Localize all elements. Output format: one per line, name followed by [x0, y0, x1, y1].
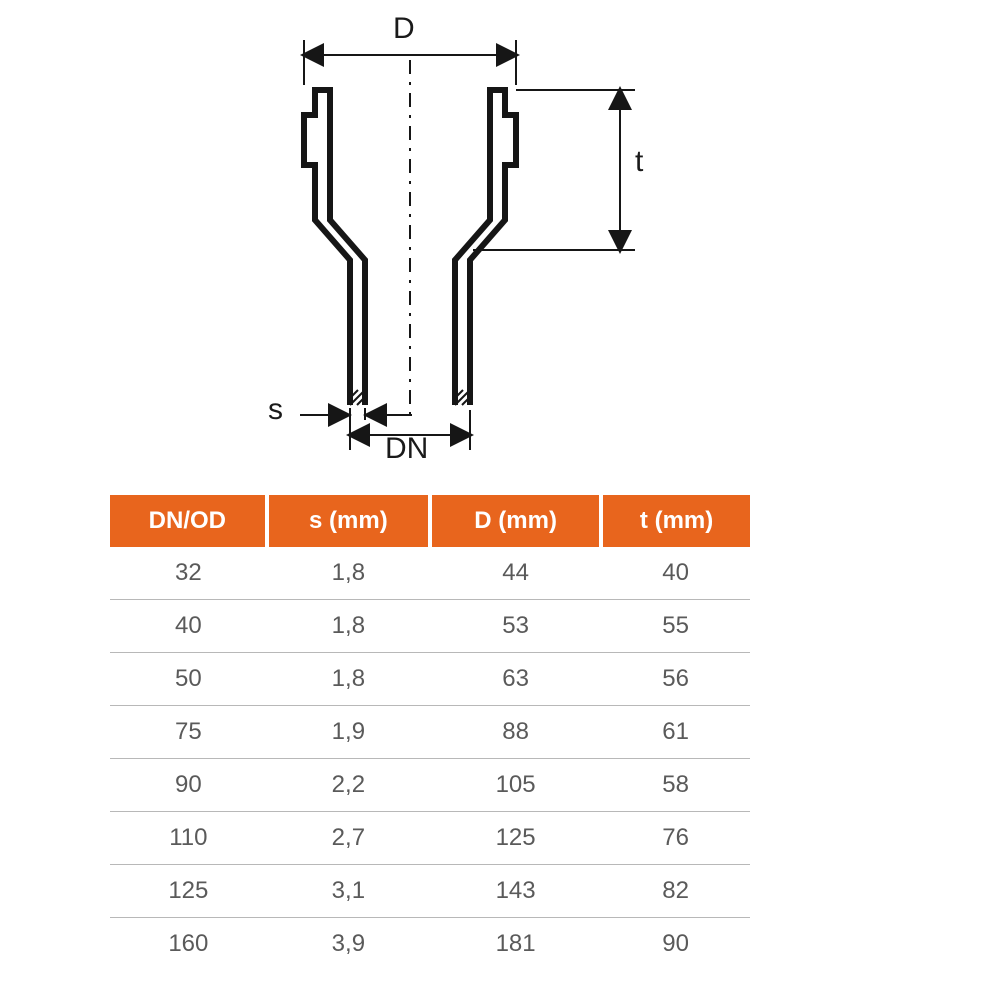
- cell: 2,2: [267, 759, 430, 812]
- cell: 1,9: [267, 706, 430, 759]
- spec-table: DN/OD s (mm) D (mm) t (mm) 32 1,8 44 40 …: [110, 495, 750, 970]
- cell: 63: [430, 653, 601, 706]
- cell: 105: [430, 759, 601, 812]
- cell: 82: [601, 865, 750, 918]
- pipe-diagram: D t s DN: [180, 20, 740, 460]
- label-s: s: [268, 393, 283, 427]
- cell: 110: [110, 812, 267, 865]
- table-row: 40 1,8 53 55: [110, 600, 750, 653]
- cell: 88: [430, 706, 601, 759]
- cell: 181: [430, 918, 601, 971]
- cell: 1,8: [267, 600, 430, 653]
- table-row: 50 1,8 63 56: [110, 653, 750, 706]
- cell: 125: [430, 812, 601, 865]
- table-body: 32 1,8 44 40 40 1,8 53 55 50 1,8 63 56 7…: [110, 547, 750, 970]
- label-D: D: [393, 12, 415, 46]
- cell: 76: [601, 812, 750, 865]
- cell: 53: [430, 600, 601, 653]
- cell: 3,1: [267, 865, 430, 918]
- cell: 40: [601, 547, 750, 600]
- cell: 32: [110, 547, 267, 600]
- table-row: 32 1,8 44 40: [110, 547, 750, 600]
- cell: 61: [601, 706, 750, 759]
- cell: 143: [430, 865, 601, 918]
- label-DN: DN: [385, 432, 428, 466]
- pipe-svg: [180, 20, 740, 460]
- spec-table-wrap: DN/OD s (mm) D (mm) t (mm) 32 1,8 44 40 …: [110, 495, 750, 970]
- table-row: 90 2,2 105 58: [110, 759, 750, 812]
- cell: 75: [110, 706, 267, 759]
- cell: 1,8: [267, 547, 430, 600]
- cell: 44: [430, 547, 601, 600]
- cell: 90: [601, 918, 750, 971]
- table-header-row: DN/OD s (mm) D (mm) t (mm): [110, 495, 750, 547]
- label-t: t: [635, 145, 643, 179]
- table-row: 110 2,7 125 76: [110, 812, 750, 865]
- cell: 125: [110, 865, 267, 918]
- cell: 2,7: [267, 812, 430, 865]
- col-t: t (mm): [601, 495, 750, 547]
- cell: 58: [601, 759, 750, 812]
- table-row: 125 3,1 143 82: [110, 865, 750, 918]
- cell: 90: [110, 759, 267, 812]
- cell: 50: [110, 653, 267, 706]
- cell: 56: [601, 653, 750, 706]
- col-s: s (mm): [267, 495, 430, 547]
- cell: 40: [110, 600, 267, 653]
- cell: 1,8: [267, 653, 430, 706]
- cell: 3,9: [267, 918, 430, 971]
- col-dn: DN/OD: [110, 495, 267, 547]
- cell: 160: [110, 918, 267, 971]
- table-row: 75 1,9 88 61: [110, 706, 750, 759]
- col-D: D (mm): [430, 495, 601, 547]
- cell: 55: [601, 600, 750, 653]
- table-row: 160 3,9 181 90: [110, 918, 750, 971]
